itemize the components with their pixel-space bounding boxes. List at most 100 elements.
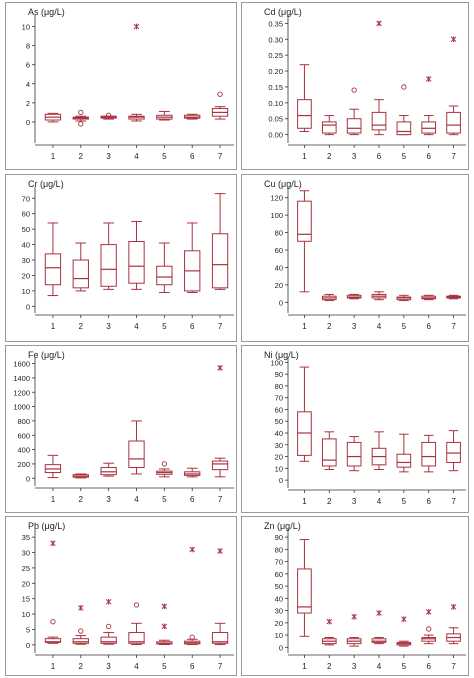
box-iqr — [211, 460, 229, 471]
x-tick-label: 6 — [426, 662, 431, 671]
y-tick-label: 100 — [270, 358, 283, 367]
y-tick-label: 0.00 — [268, 131, 283, 140]
box-iqr — [421, 441, 437, 467]
outlier-star — [326, 618, 333, 625]
y-tick-label: 10 — [275, 464, 283, 473]
box-5 — [396, 433, 412, 473]
box-6 — [184, 222, 201, 293]
y-tick-label: 60 — [275, 570, 283, 579]
x-tick-label: 5 — [402, 497, 407, 506]
outlier-circle — [105, 623, 112, 630]
x-tick-label: 1 — [302, 152, 307, 161]
chart-title: Zn (μg/L) — [264, 521, 301, 531]
box-2 — [72, 242, 89, 292]
y-tick-label: 800 — [17, 417, 30, 426]
box-6 — [421, 294, 437, 301]
panel-as: As (μg/L) 0 2 4 6 8 10 1 2 3 4 5 6 7 — [5, 2, 237, 170]
outlier-circle — [78, 121, 84, 127]
box-iqr — [396, 453, 412, 468]
y-tick-label: 90 — [275, 533, 283, 542]
outlier-star — [351, 613, 357, 620]
panel-zn: Zn (μg/L) 0 10 20 30 40 50 60 70 80 90 1 2 3 4 5 6 7 — [241, 516, 469, 676]
x-tick-label: 4 — [377, 322, 382, 331]
x-tick-label: 7 — [451, 662, 456, 671]
box-iqr — [211, 233, 229, 289]
box-3 — [100, 598, 117, 645]
y-tick-label: 70 — [22, 194, 30, 203]
x-tick-label: 1 — [51, 152, 56, 161]
chart-zn: Zn (μg/L) 0 10 20 30 40 50 60 70 80 90 1 2 3 4 5 6 7 — [264, 521, 466, 671]
x-tick-label: 5 — [402, 152, 407, 161]
x-tick-label: 2 — [327, 322, 332, 331]
x-tick-label: 7 — [451, 497, 456, 506]
outlier-star — [105, 598, 112, 605]
y-tick-label: 10 — [22, 23, 30, 32]
x-tick-label: 6 — [190, 322, 195, 331]
box-7 — [211, 548, 229, 646]
box-5 — [156, 461, 173, 478]
y-tick-label: 400 — [17, 446, 30, 455]
box-7 — [446, 294, 461, 300]
y-tick-label: 0 — [279, 476, 283, 485]
box-5 — [156, 603, 173, 646]
x-tick-label: 6 — [377, 152, 382, 161]
y-tick-label: 0.05 — [268, 115, 283, 124]
y-tick-label: 200 — [17, 460, 30, 469]
box-5 — [396, 616, 412, 647]
y-tick-label: 30 — [22, 549, 30, 558]
x-tick-label: 3 — [106, 322, 111, 331]
box-2 — [321, 618, 337, 646]
x-tick-label: 1 — [302, 322, 307, 331]
x-tick-label: 4 — [134, 495, 139, 504]
box-1 — [297, 190, 312, 293]
box-iqr — [100, 244, 117, 287]
y-tick-label: 90 — [275, 370, 283, 379]
outlier-circle — [105, 112, 112, 118]
box-iqr — [100, 467, 117, 476]
y-tick-label: 0.15 — [268, 83, 283, 92]
y-tick-label: 10 — [275, 631, 283, 640]
y-tick-label: 0 — [26, 118, 30, 127]
panel-ni: Ni (μg/L) 0 10 20 30 40 50 60 70 80 90 100 1 2 3 4 5 6 7 — [241, 345, 469, 513]
y-tick-label: 0.10 — [268, 99, 283, 108]
y-tick-label: 8 — [26, 42, 30, 51]
box-7 — [446, 36, 461, 136]
box-iqr — [128, 241, 145, 284]
x-tick-label: 2 — [327, 152, 332, 161]
outlier-star — [425, 76, 432, 82]
x-tick-label: 3 — [106, 662, 111, 671]
chart-ni: Ni (μg/L) 0 10 20 30 40 50 60 70 80 90 100 1 2 3 4 5 6 7 — [264, 350, 466, 506]
y-tick-label: 2 — [26, 99, 30, 108]
x-tick-label: 1 — [302, 497, 307, 506]
x-tick-label: 1 — [51, 322, 56, 331]
y-tick-label: 50 — [275, 582, 283, 591]
x-tick-label: 4 — [377, 662, 382, 671]
outlier-circle — [133, 602, 140, 608]
x-tick-label: 3 — [106, 495, 111, 504]
y-tick-label: 0 — [26, 474, 30, 483]
box-3 — [346, 436, 362, 472]
y-tick-label: 40 — [275, 263, 283, 272]
box-4 — [371, 610, 387, 645]
box-6 — [184, 546, 201, 646]
outlier-star — [133, 23, 140, 30]
box-7 — [211, 91, 229, 120]
y-tick-label: 0.20 — [268, 67, 283, 76]
box-2 — [321, 293, 337, 302]
box-6 — [184, 467, 201, 478]
box-7 — [446, 430, 461, 472]
x-tick-label: 6 — [190, 495, 195, 504]
box-6 — [371, 20, 387, 136]
box-5 — [156, 110, 173, 121]
panel-cr: Cr (μg/L) 0 10 20 30 40 50 60 70 1 2 3 4 5 6 7 — [5, 174, 237, 342]
outlier-circle — [426, 626, 432, 632]
box-5 — [156, 242, 173, 293]
x-tick-label: 7 — [218, 322, 223, 331]
x-tick-label: 7 — [218, 495, 223, 504]
y-tick-label: 1600 — [13, 360, 30, 369]
box-iqr — [100, 636, 117, 644]
box-iqr — [44, 638, 62, 643]
y-tick-label: 60 — [275, 405, 283, 414]
outlier-star — [217, 548, 223, 554]
chart-title: Cr (μg/L) — [28, 179, 64, 189]
